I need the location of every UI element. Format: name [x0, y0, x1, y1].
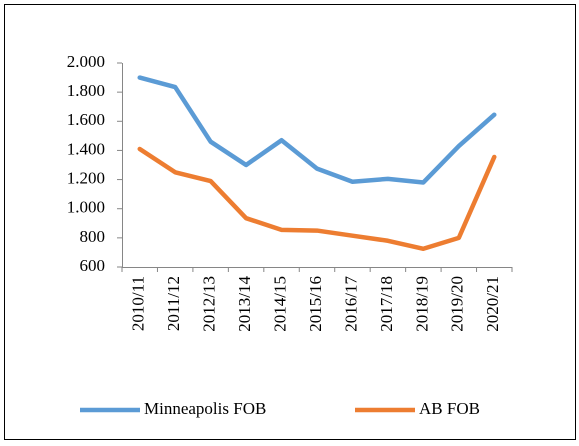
x-tick-label: 2011/12: [164, 276, 183, 331]
y-tick-label: 600: [80, 256, 106, 275]
y-tick-label: 1.800: [67, 81, 105, 100]
x-tick-label: 2019/20: [448, 276, 467, 332]
y-tick-label: 1.400: [67, 139, 105, 158]
x-tick-label: 2015/16: [306, 276, 325, 332]
x-tick-label: 2016/17: [341, 276, 360, 332]
y-tick-label: 800: [80, 227, 106, 246]
x-tick-label: 2012/13: [200, 276, 219, 332]
y-tick-label: 1.600: [67, 110, 105, 129]
legend-label: AB FOB: [419, 399, 480, 418]
x-tick-label: 2017/18: [377, 276, 396, 332]
y-tick-label: 2.000: [67, 52, 105, 71]
x-tick-label: 2020/21: [483, 276, 502, 332]
legend-label: Minneapolis FOB: [144, 399, 266, 418]
y-tick-label: 1.200: [67, 168, 105, 187]
x-tick-label: 2014/15: [270, 276, 289, 332]
chart-border: [4, 4, 576, 440]
x-tick-label: 2013/14: [235, 276, 254, 332]
x-tick-label: 2010/11: [129, 276, 148, 331]
x-tick-label: 2018/19: [412, 276, 431, 332]
series-line: [137, 75, 497, 185]
y-tick-label: 1.000: [67, 198, 105, 217]
series-line: [137, 146, 497, 252]
